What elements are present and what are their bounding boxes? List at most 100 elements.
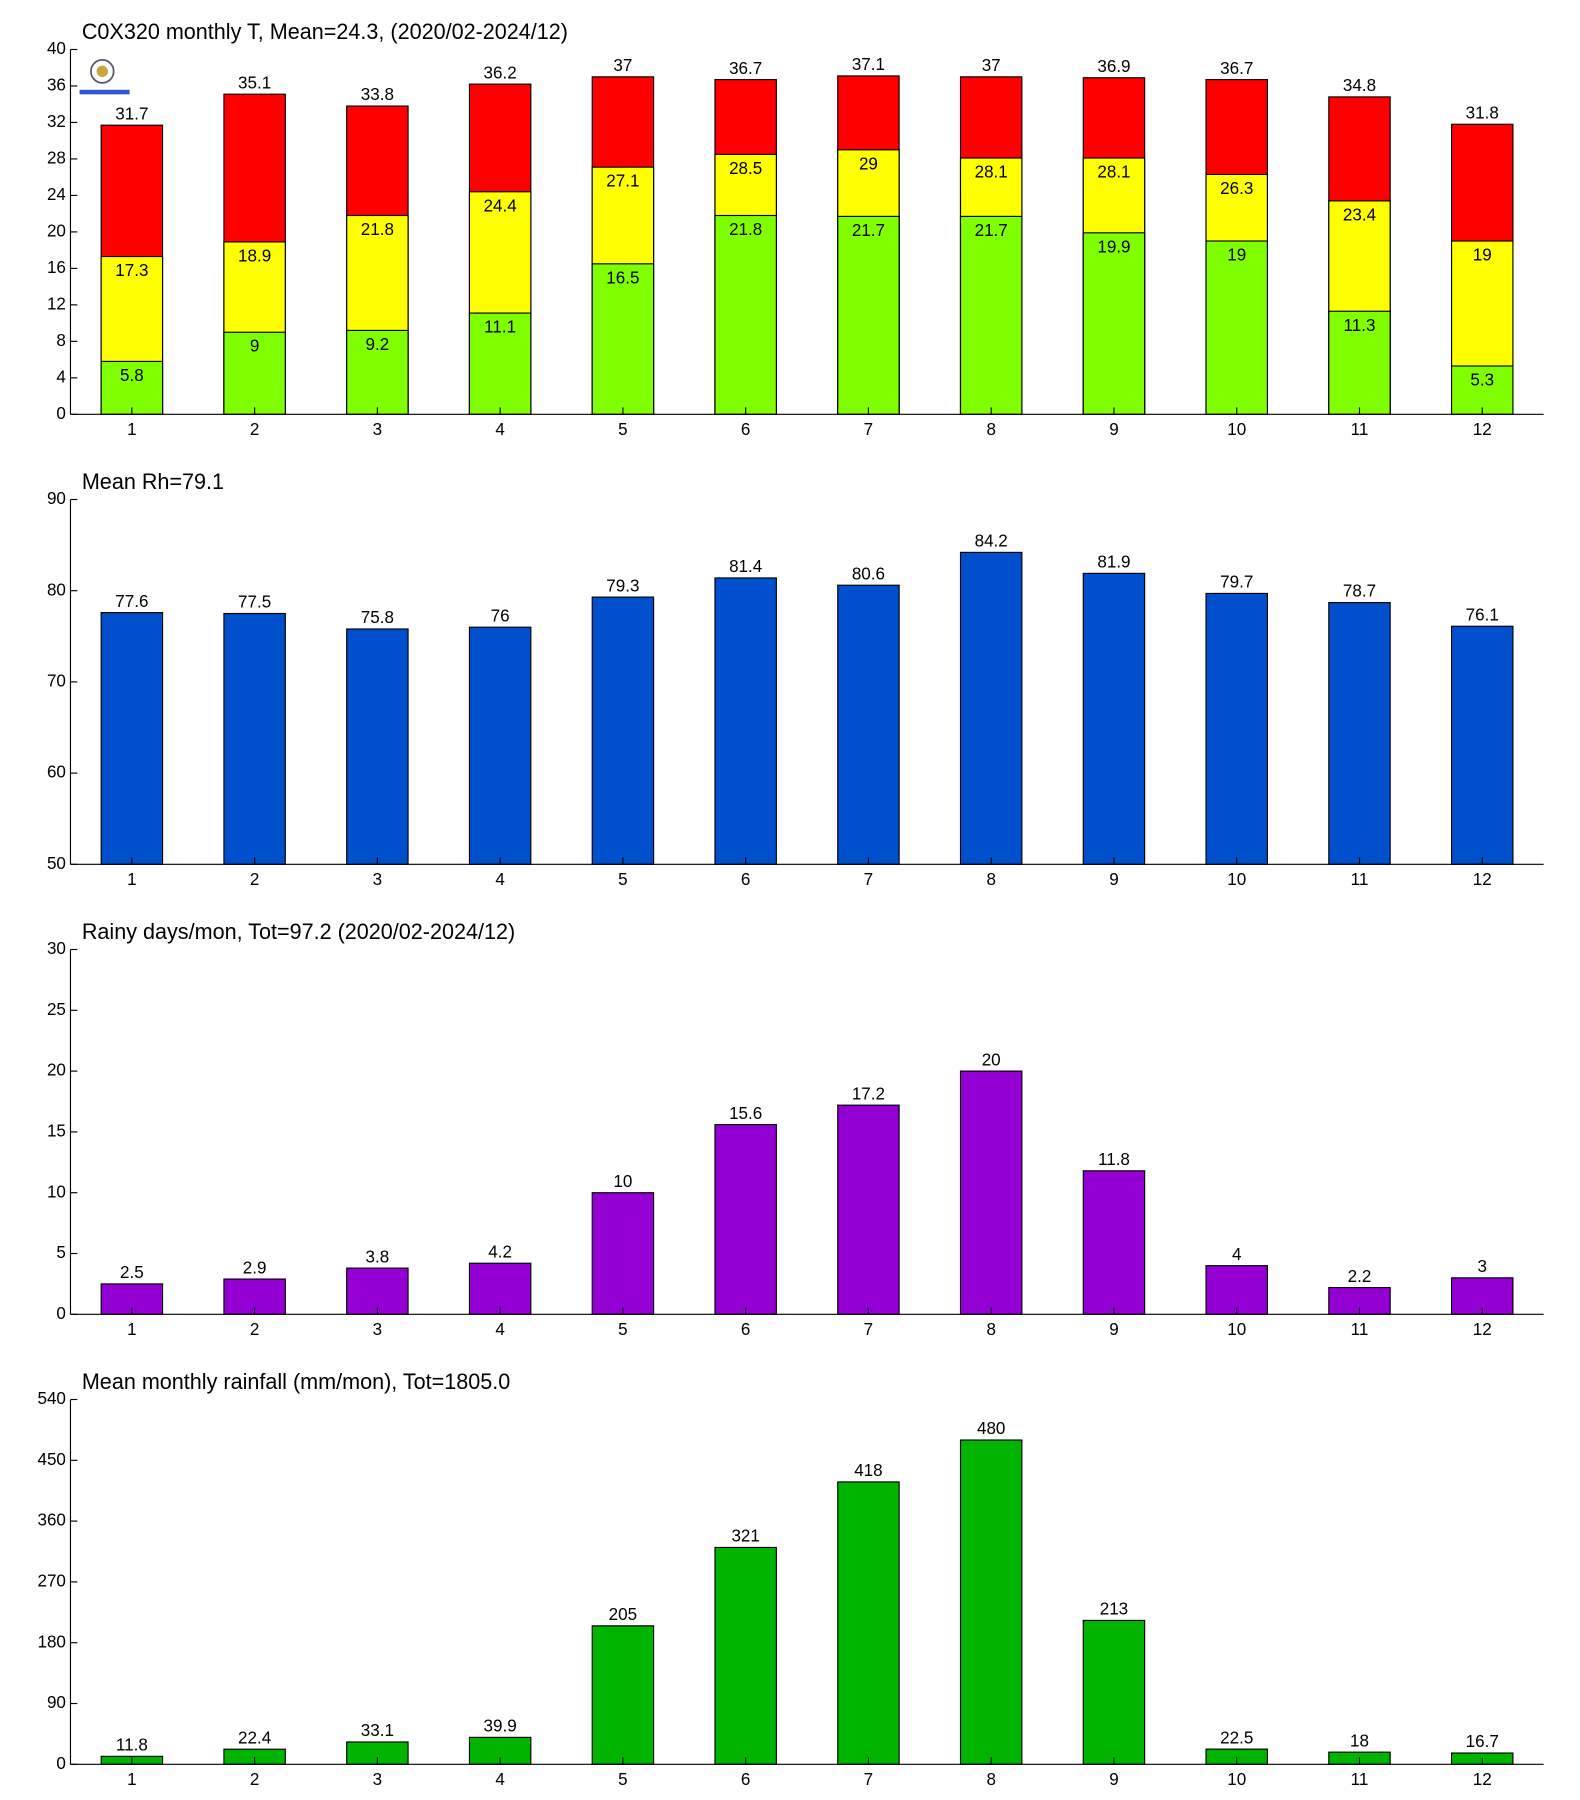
y-tick-label: 270 (37, 1570, 65, 1590)
bar (346, 1267, 409, 1315)
value-label: 18 (1350, 1730, 1369, 1750)
x-tick-label: 6 (741, 869, 750, 889)
value-label: 28.1 (1097, 161, 1130, 181)
bar (1205, 240, 1268, 415)
y-tick-label: 0 (56, 1303, 65, 1323)
bar (959, 1070, 1023, 1315)
x-tick-label: 7 (864, 419, 873, 439)
y-tick-label: 90 (47, 488, 66, 508)
bar (1450, 365, 1514, 415)
bar (959, 551, 1023, 865)
value-label: 2.9 (243, 1257, 267, 1277)
y-tick-label: 32 (47, 111, 66, 131)
x-tick-label: 9 (1109, 1769, 1118, 1789)
y-tick-label: 36 (47, 74, 66, 94)
value-label: 4 (1232, 1244, 1242, 1264)
value-label: 31.7 (115, 103, 148, 123)
value-label: 24.4 (484, 195, 518, 215)
bar (468, 626, 532, 865)
x-tick-label: 5 (618, 1319, 627, 1339)
x-tick-label: 6 (741, 419, 750, 439)
x-tick-label: 9 (1109, 869, 1118, 889)
y-tick-label: 20 (47, 1060, 66, 1080)
bar (1205, 592, 1268, 865)
y-tick-label: 30 (47, 938, 66, 958)
value-label: 15.6 (729, 1103, 762, 1123)
bar (591, 1625, 655, 1765)
x-tick-label: 11 (1351, 419, 1369, 439)
bar (714, 1124, 777, 1315)
value-label: 36.2 (484, 62, 517, 82)
x-tick-label: 4 (495, 869, 505, 889)
y-tick-label: 360 (37, 1510, 65, 1530)
bar (1205, 1265, 1268, 1315)
value-label: 5.3 (1470, 369, 1494, 389)
y-tick-label: 450 (37, 1449, 65, 1469)
bar (959, 1439, 1023, 1765)
y-tick-label: 12 (47, 293, 66, 313)
x-tick-label: 3 (373, 419, 382, 439)
value-label: 11.3 (1344, 315, 1376, 335)
bar (714, 577, 777, 865)
x-tick-label: 4 (495, 1319, 505, 1339)
x-tick-label: 12 (1473, 1319, 1492, 1339)
y-tick-label: 0 (56, 403, 65, 423)
x-tick-label: 10 (1227, 419, 1246, 439)
value-label: 36.7 (729, 58, 762, 78)
x-tick-label: 9 (1109, 1319, 1118, 1339)
value-label: 28.1 (975, 161, 1008, 181)
x-tick-label: 6 (741, 1769, 750, 1789)
y-tick-label: 90 (47, 1692, 66, 1712)
chart-title: Rainy days/mon, Tot=97.2 (2020/02-2024/1… (82, 919, 515, 944)
x-tick-label: 1 (127, 869, 136, 889)
x-tick-label: 3 (373, 1769, 382, 1789)
x-tick-label: 8 (986, 419, 995, 439)
chart-title: Mean Rh=79.1 (82, 469, 224, 494)
bar (714, 214, 777, 415)
bar (1082, 1619, 1146, 1765)
value-label: 33.1 (361, 1720, 394, 1740)
bar (591, 263, 655, 415)
x-tick-label: 11 (1351, 1319, 1369, 1339)
bar (837, 1104, 900, 1315)
x-tick-label: 9 (1109, 419, 1118, 439)
y-tick-label: 15 (47, 1120, 66, 1140)
value-label: 81.9 (1097, 551, 1130, 571)
value-label: 5.8 (120, 365, 144, 385)
x-tick-label: 2 (250, 1319, 259, 1339)
x-tick-label: 1 (127, 1319, 136, 1339)
value-label: 11.1 (484, 317, 516, 337)
y-tick-label: 5 (56, 1242, 65, 1262)
value-label: 17.2 (852, 1083, 885, 1103)
x-tick-label: 6 (741, 1319, 750, 1339)
x-tick-label: 10 (1227, 869, 1246, 889)
x-tick-label: 3 (373, 869, 382, 889)
x-tick-label: 5 (618, 419, 627, 439)
value-label: 77.5 (238, 592, 271, 612)
value-label: 3 (1478, 1256, 1487, 1276)
value-label: 26.3 (1220, 178, 1253, 198)
value-label: 37 (982, 55, 1001, 75)
value-label: 9.2 (366, 334, 390, 354)
y-tick-label: 540 (37, 1388, 65, 1408)
value-label: 418 (854, 1460, 882, 1480)
y-tick-label: 80 (47, 579, 66, 599)
bar (591, 596, 655, 865)
bar (468, 1262, 532, 1315)
value-label: 31.8 (1466, 102, 1499, 122)
bar (1328, 601, 1391, 865)
value-label: 29 (859, 153, 878, 173)
value-label: 79.3 (606, 575, 639, 595)
x-tick-label: 2 (250, 419, 259, 439)
value-label: 23.4 (1343, 204, 1377, 224)
bar (346, 329, 409, 415)
x-tick-label: 7 (864, 869, 873, 889)
bar (1328, 310, 1391, 415)
y-tick-label: 10 (47, 1181, 66, 1201)
value-label: 16.5 (606, 267, 639, 287)
value-label: 2.5 (120, 1262, 144, 1282)
bar (223, 612, 286, 865)
y-tick-label: 60 (47, 762, 66, 782)
value-label: 321 (731, 1526, 759, 1546)
